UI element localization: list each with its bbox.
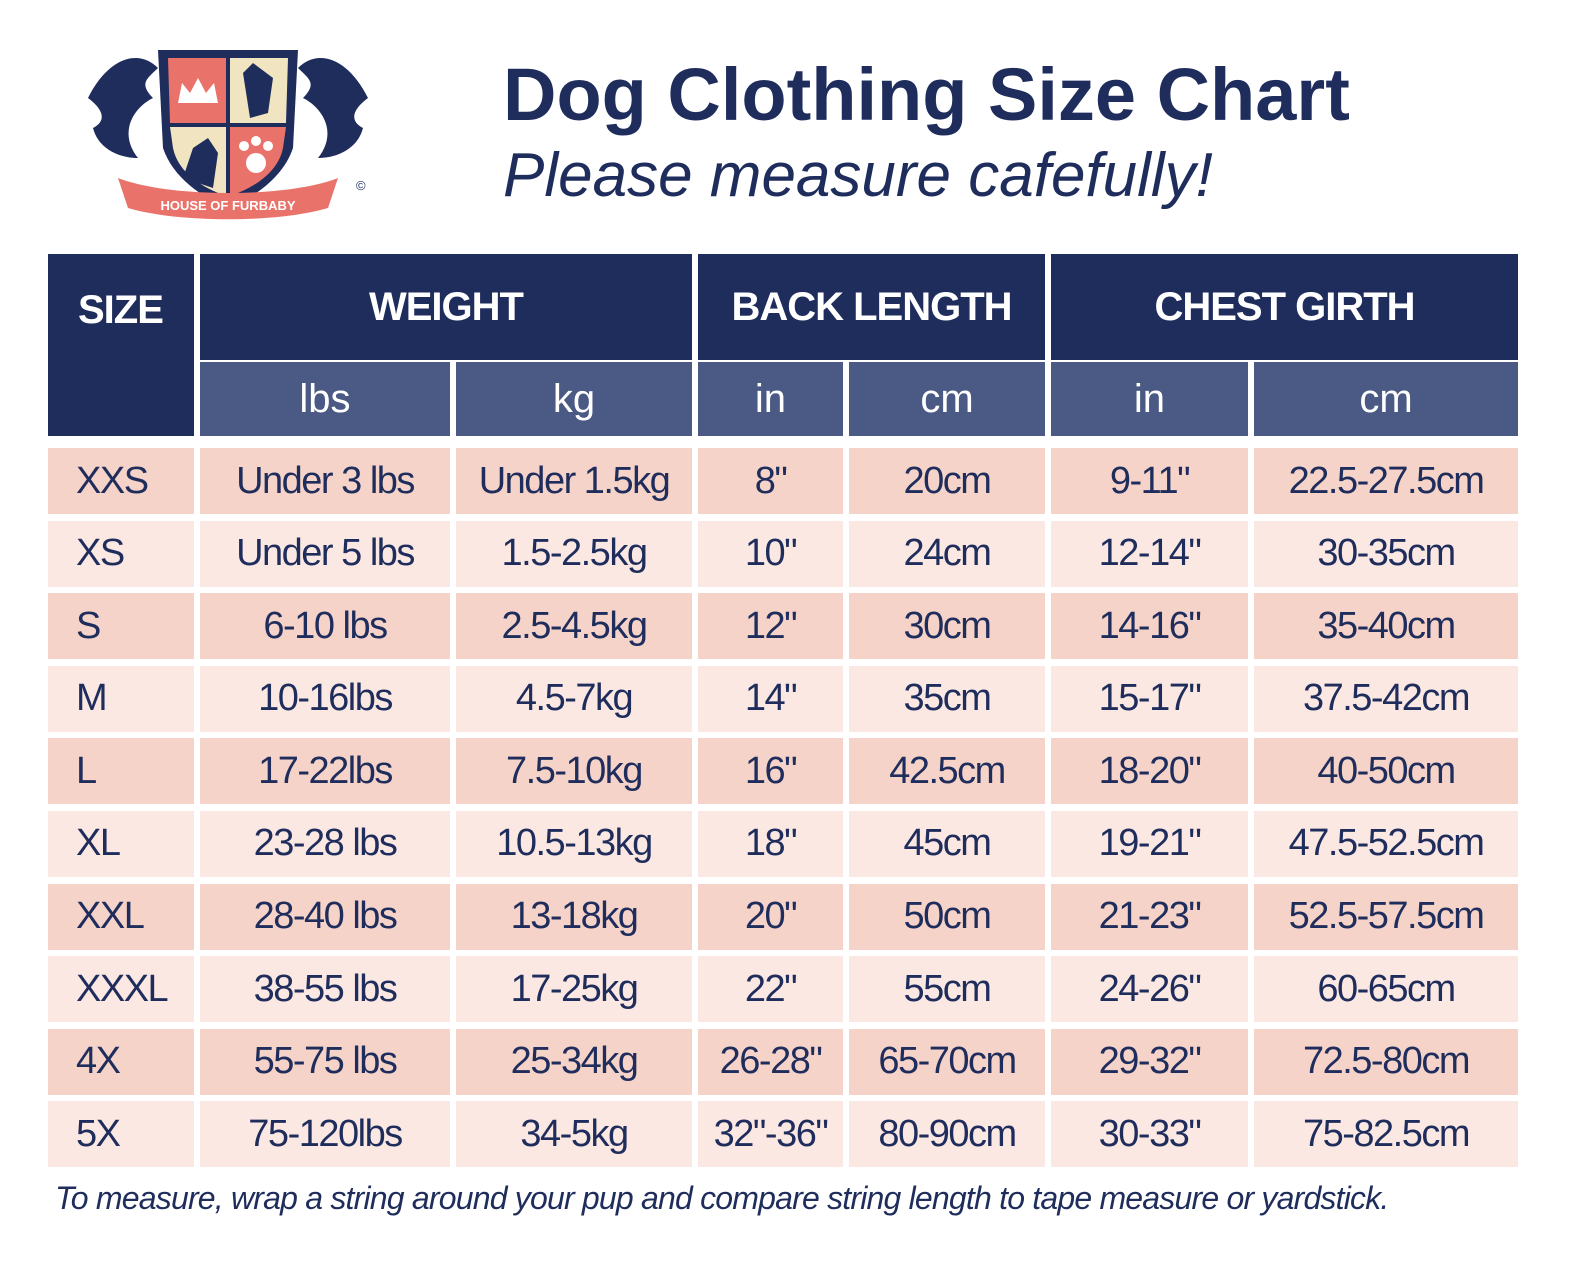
table-cell: 50cm [849,883,1045,950]
measuring-note: To measure, wrap a string around your pu… [55,1180,1389,1216]
unit-header: lbs [200,362,450,436]
table-cell: Under 3 lbs [200,448,450,514]
table-cell: 25-34kg [456,1028,692,1095]
table-cell: 30-33" [1051,1101,1248,1168]
page-title: Dog Clothing Size Chart [503,53,1350,136]
table-cell: 55cm [849,956,1045,1023]
svg-text:HOUSE OF FURBABY: HOUSE OF FURBABY [160,198,295,213]
table-cell: 14" [698,665,843,732]
table-cell: Under 5 lbs [200,520,450,587]
table-cell: 32"-36" [698,1101,843,1168]
table-cell: 4.5-7kg [456,665,692,732]
table-cell: 52.5-57.5cm [1254,883,1518,950]
table-cell: 23-28 lbs [200,810,450,877]
table-cell: 72.5-80cm [1254,1028,1518,1095]
table-cell: 24-26" [1051,956,1248,1023]
table-cell: 24cm [849,520,1045,587]
header-chest-girth: CHEST GIRTH [1051,254,1518,360]
table-row: XS Under 5 lbs 1.5-2.5kg 10" 24cm 12-14" 30-35… [48,520,1518,587]
size-cell: XS [48,520,194,587]
house-of-furbaby-logo: HOUSE OF FURBABY © [88,50,368,220]
table-cell: 35-40cm [1254,593,1518,660]
table-cell: 22" [698,956,843,1023]
table-row: 5X 75-120lbs 34-5kg 32"-36" 80-90cm 30-33" 75-… [48,1101,1518,1168]
table-cell: 12" [698,593,843,660]
table-cell: 60-65cm [1254,956,1518,1023]
table-cell: 75-82.5cm [1254,1101,1518,1168]
table-cell: 12-14" [1051,520,1248,587]
table-row: S 6-10 lbs 2.5-4.5kg 12" 30cm 14-16" 35-40cm [48,593,1518,660]
table-row: XXXL 38-55 lbs 17-25kg 22" 55cm 24-26" 60-65cm [48,956,1518,1023]
table-cell: 22.5-27.5cm [1254,448,1518,514]
unit-header: cm [1254,362,1518,436]
table-cell: 8" [698,448,843,514]
table-row: M 10-16lbs 4.5-7kg 14" 35cm 15-17" 37.5-42cm [48,665,1518,732]
table-cell: 14-16" [1051,593,1248,660]
table-cell: 10" [698,520,843,587]
table-cell: 2.5-4.5kg [456,593,692,660]
table-cell: 19-21" [1051,810,1248,877]
table-cell: 6-10 lbs [200,593,450,660]
svg-text:©: © [356,178,366,193]
unit-header: in [698,362,843,436]
table-cell: 18" [698,810,843,877]
table-cell: 40-50cm [1254,738,1518,805]
table-cell: 21-23" [1051,883,1248,950]
table-cell: 75-120lbs [200,1101,450,1168]
table-cell: 20cm [849,448,1045,514]
table-cell: 37.5-42cm [1254,665,1518,732]
table-row: L 17-22lbs 7.5-10kg 16" 42.5cm 18-20" 40-50cm [48,738,1518,805]
table-cell: 28-40 lbs [200,883,450,950]
table-cell: 10-16lbs [200,665,450,732]
table-row: 4X 55-75 lbs 25-34kg 26-28" 65-70cm 29-32" 72.… [48,1028,1518,1095]
table-cell: 17-25kg [456,956,692,1023]
table-cell: 45cm [849,810,1045,877]
unit-header: kg [456,362,692,436]
size-cell: 4X [48,1028,194,1095]
table-cell: 47.5-52.5cm [1254,810,1518,877]
size-cell: XXXL [48,956,194,1023]
table-cell: 34-5kg [456,1101,692,1168]
table-cell: 26-28" [698,1028,843,1095]
table-cell: 55-75 lbs [200,1028,450,1095]
size-cell: XXS [48,448,194,514]
table-cell: 17-22lbs [200,738,450,805]
size-cell: L [48,738,194,805]
size-table-header: SIZE WEIGHT BACK LENGTH CHEST GIRTH lbs … [48,254,1518,436]
table-cell: 16" [698,738,843,805]
table-cell: 20" [698,883,843,950]
table-cell: 35cm [849,665,1045,732]
table-cell: 80-90cm [849,1101,1045,1168]
size-table-body: XXS Under 3 lbs Under 1.5kg 8" 20cm 9-11" 22.5… [48,448,1518,1174]
size-cell: XL [48,810,194,877]
unit-header: in [1051,362,1248,436]
table-cell: 15-17" [1051,665,1248,732]
table-cell: 29-32" [1051,1028,1248,1095]
table-cell: 38-55 lbs [200,956,450,1023]
table-cell: 9-11" [1051,448,1248,514]
table-cell: 13-18kg [456,883,692,950]
table-cell: 7.5-10kg [456,738,692,805]
table-cell: 65-70cm [849,1028,1045,1095]
table-cell: 42.5cm [849,738,1045,805]
table-row: XXS Under 3 lbs Under 1.5kg 8" 20cm 9-11" 22.5… [48,448,1518,514]
size-cell: XXL [48,883,194,950]
table-row: XL 23-28 lbs 10.5-13kg 18" 45cm 19-21" 47.5-52… [48,810,1518,877]
table-cell: Under 1.5kg [456,448,692,514]
header-weight: WEIGHT [200,254,692,360]
table-cell: 1.5-2.5kg [456,520,692,587]
table-cell: 18-20" [1051,738,1248,805]
table-cell: 30cm [849,593,1045,660]
size-cell: M [48,665,194,732]
unit-header: cm [849,362,1045,436]
table-cell: 10.5-13kg [456,810,692,877]
header-back-length: BACK LENGTH [698,254,1045,360]
page-subtitle: Please measure cafefully! [503,141,1213,210]
size-cell: 5X [48,1101,194,1168]
size-cell: S [48,593,194,660]
table-cell: 30-35cm [1254,520,1518,587]
table-row: XXL 28-40 lbs 13-18kg 20" 50cm 21-23" 52.5-57.… [48,883,1518,950]
header-size: SIZE [48,254,194,436]
